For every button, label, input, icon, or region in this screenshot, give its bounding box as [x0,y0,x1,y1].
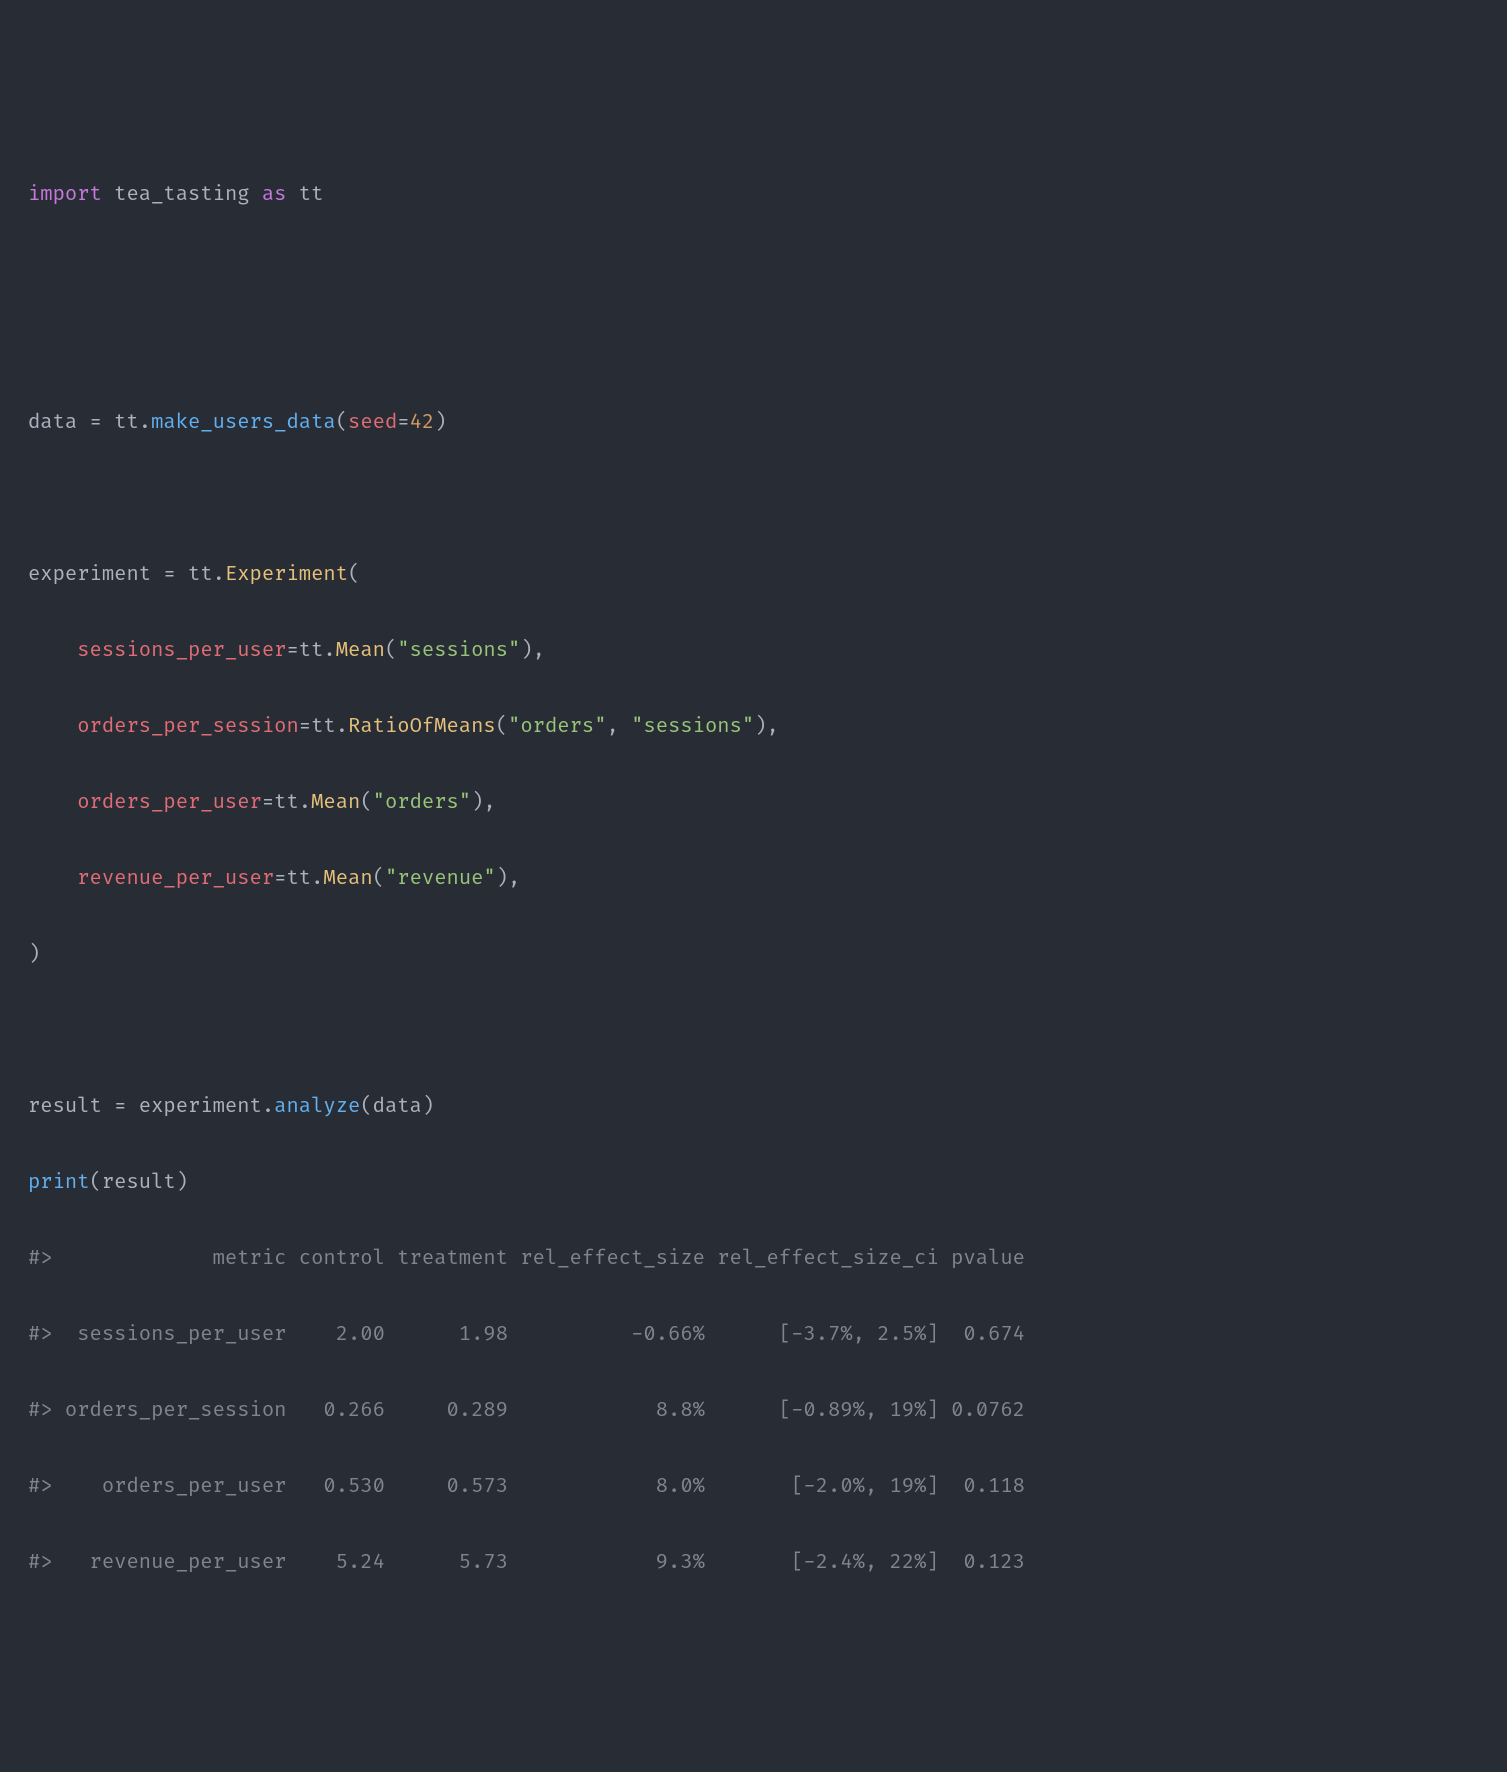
keyword-import: import [28,183,102,207]
code-line-close-paren: ) [28,936,1479,974]
string-literal: "revenue" [385,867,496,891]
paren-close-comma: ), [496,867,521,891]
paren-open: ( [360,791,372,815]
op-equals: = [274,867,286,891]
code-line-revenue: revenue_per_user=tt.Mean("revenue"), [28,860,1479,898]
code-line-import: import tea_tasting as tt [28,176,1479,214]
class-mean: Mean [311,791,360,815]
code-line-print: print(result) [28,1164,1479,1202]
code-line-data: data = tt.make_users_data(seed=42) [28,404,1479,442]
kwarg-orders-per-user: orders_per_user [77,791,262,815]
keyword-as: as [262,183,287,207]
output-row-orders-user: #> orders_per_user 0.530 0.573 8.0% [-2.… [28,1468,1479,1506]
paren-args: (data) [360,1095,434,1119]
string-literal: "sessions" [397,639,520,663]
number-literal: 42 [410,411,435,435]
class-mean: Mean [323,867,372,891]
paren-open: ( [373,867,385,891]
indent [28,791,77,815]
output-row-orders-session: #> orders_per_session 0.266 0.289 8.8% [… [28,1392,1479,1430]
func-analyze: analyze [274,1095,360,1119]
kwarg-sessions-per-user: sessions_per_user [77,639,286,663]
op-equals: = [299,715,311,739]
paren-close-comma: ), [520,639,545,663]
paren-open: ( [336,411,348,435]
blank-line [28,328,1479,366]
paren-close: ) [434,411,446,435]
alias-name: tt [287,183,324,207]
paren-open: ( [496,715,508,739]
code-line-experiment: experiment = tt.Experiment( [28,556,1479,594]
identifier: tt. [102,411,151,435]
identifier: data [28,411,90,435]
identifier: result [28,1095,114,1119]
indent [28,715,77,739]
kwarg-seed: seed [348,411,397,435]
code-line-orders-user: orders_per_user=tt.Mean("orders"), [28,784,1479,822]
blank-line [28,480,1479,518]
blank-line [28,1012,1479,1050]
op-equals: = [163,563,175,587]
identifier: tt. [299,639,336,663]
identifier: experiment. [126,1095,274,1119]
paren-close: ) [28,943,40,967]
paren-open: ( [385,639,397,663]
identifier: tt. [274,791,311,815]
op-equals: = [397,411,409,435]
op-equals: = [286,639,298,663]
op-equals: = [262,791,274,815]
output-row-revenue: #> revenue_per_user 5.24 5.73 9.3% [-2.4… [28,1544,1479,1582]
module-name: tea_tasting [102,183,262,207]
string-literal: "orders" [373,791,471,815]
func-print: print [28,1171,90,1195]
kwarg-revenue-per-user: revenue_per_user [77,867,274,891]
indent [28,867,77,891]
identifier: tt. [286,867,323,891]
op-equals: = [90,411,102,435]
code-line-orders-session: orders_per_session=tt.RatioOfMeans("orde… [28,708,1479,746]
paren-close-comma: ), [754,715,779,739]
class-mean: Mean [336,639,385,663]
output-row-sessions: #> sessions_per_user 2.00 1.98 -0.66% [-… [28,1316,1479,1354]
identifier: tt. [311,715,348,739]
code-line-result: result = experiment.analyze(data) [28,1088,1479,1126]
comma: , [607,715,632,739]
class-ratio-of-means: RatioOfMeans [348,715,496,739]
paren-open: ( [348,563,360,587]
string-literal: "orders" [508,715,606,739]
paren-args: (result) [90,1171,188,1195]
identifier: experiment [28,563,163,587]
indent [28,639,77,663]
string-literal: "sessions" [631,715,754,739]
code-line-sessions: sessions_per_user=tt.Mean("sessions"), [28,632,1479,670]
identifier: tt. [176,563,225,587]
paren-close-comma: ), [471,791,496,815]
func-make-users-data: make_users_data [151,411,336,435]
kwarg-orders-per-session: orders_per_session [77,715,299,739]
blank-line [28,252,1479,290]
output-header: #> metric control treatment rel_effect_s… [28,1240,1479,1278]
class-experiment: Experiment [225,563,348,587]
op-equals: = [114,1095,126,1119]
